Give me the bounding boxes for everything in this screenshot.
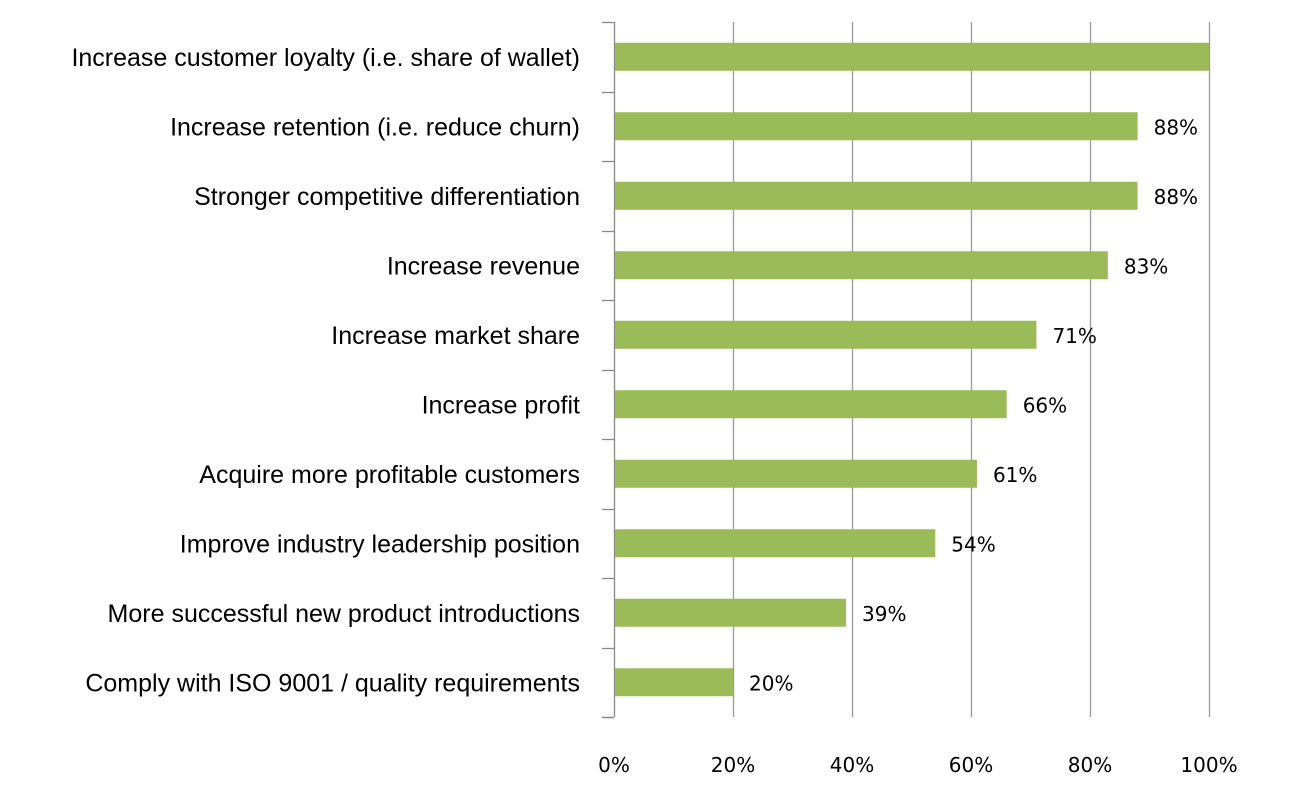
bar <box>615 181 1138 210</box>
data-label: 54% <box>951 532 995 556</box>
bar <box>615 668 733 697</box>
bar <box>615 598 847 627</box>
x-tick-label: 80% <box>1068 753 1112 777</box>
x-tick-label: 20% <box>711 753 755 777</box>
bar <box>615 42 1209 71</box>
category-label: Increase revenue <box>387 252 580 280</box>
data-label: 71% <box>1052 324 1096 348</box>
x-tick-labels: 0% 20% 40% 60% 80% 100% <box>598 753 1237 777</box>
bars <box>615 42 1209 697</box>
data-label: 20% <box>749 671 793 695</box>
data-label: 88% <box>1154 185 1198 209</box>
x-tick-label: 60% <box>949 753 993 777</box>
bar <box>615 459 977 488</box>
bar <box>615 529 936 558</box>
x-tick-label: 0% <box>598 753 630 777</box>
data-label: 61% <box>993 463 1037 487</box>
value-labels: 88% 88% 83% 71% 66% 61% 54% 39% 20% <box>749 115 1198 695</box>
category-label: Comply with ISO 9001 / quality requireme… <box>85 669 580 697</box>
category-labels: Increase customer loyalty (i.e. share of… <box>71 44 580 698</box>
category-label: Increase customer loyalty (i.e. share of… <box>71 44 580 72</box>
bar <box>615 251 1108 280</box>
data-label: 39% <box>862 602 906 626</box>
data-label: 88% <box>1154 115 1198 139</box>
data-label: 83% <box>1124 254 1168 278</box>
category-label: Increase market share <box>331 322 580 350</box>
data-label: 66% <box>1023 393 1067 417</box>
category-label: Acquire more profitable customers <box>199 461 580 489</box>
bar <box>615 320 1037 349</box>
category-label: Stronger competitive differentiation <box>194 183 580 211</box>
category-label: More successful new product introduction… <box>108 600 580 628</box>
category-label: Improve industry leadership position <box>180 530 580 558</box>
category-label: Increase profit <box>422 391 580 419</box>
bar <box>615 390 1007 419</box>
x-tick-label: 100% <box>1180 753 1237 777</box>
category-label: Increase retention (i.e. reduce churn) <box>170 113 580 141</box>
x-tick-label: 40% <box>830 753 874 777</box>
category-axis <box>602 21 616 719</box>
bar <box>615 112 1138 141</box>
